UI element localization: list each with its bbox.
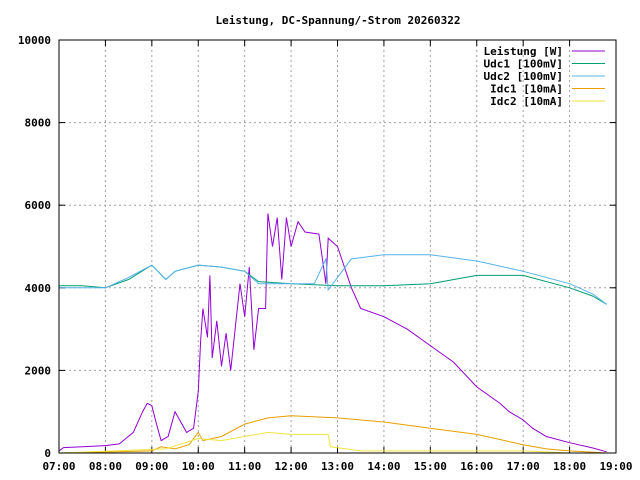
y-tick-label: 2000: [25, 364, 52, 377]
series-line-1: [59, 264, 607, 305]
legend-label: Idc2 [10mA]: [490, 95, 563, 108]
y-tick-label: 0: [44, 447, 51, 460]
legend-label: Udc2 [100mV]: [484, 70, 563, 83]
x-tick-label: 13:00: [321, 460, 354, 473]
ticks: 07:00 08:00 09:00 10:00 11:00 12:00 13:00 14:00…: [18, 34, 633, 473]
y-tick-label: 8000: [25, 117, 52, 130]
x-tick-label: 12:00: [275, 460, 308, 473]
legend-label: Leistung [W]: [484, 45, 563, 58]
x-tick-label: 17:00: [507, 460, 540, 473]
x-tick-label: 19:00: [599, 460, 632, 473]
series-line-2: [59, 254, 607, 305]
x-tick-label: 15:00: [414, 460, 447, 473]
x-tick-label: 16:00: [460, 460, 493, 473]
y-tick-label: 4000: [25, 282, 52, 295]
x-tick-label: 18:00: [553, 460, 586, 473]
series-line-4: [58, 431, 607, 454]
x-tick-label: 11:00: [228, 460, 261, 473]
chart-title: Leistung, DC-Spannung/-Strom 20260322: [215, 14, 460, 27]
y-tick-label: 10000: [18, 34, 51, 47]
series-lines: [58, 213, 607, 454]
series-line-0: [58, 213, 607, 453]
x-tick-label: 08:00: [89, 460, 122, 473]
legend: Leistung [W]Udc1 [100mV]Udc2 [100mV]Idc1…: [484, 45, 605, 108]
legend-label: Udc1 [100mV]: [484, 58, 563, 71]
series-line-3: [58, 415, 607, 454]
y-tick-label: 6000: [25, 199, 52, 212]
plot-frame: [58, 39, 617, 454]
x-tick-label: 07:00: [42, 460, 75, 473]
x-tick-label: 09:00: [135, 460, 168, 473]
x-tick-label: 10:00: [182, 460, 215, 473]
x-tick-label: 14:00: [367, 460, 400, 473]
legend-label: Idc1 [10mA]: [490, 83, 563, 96]
